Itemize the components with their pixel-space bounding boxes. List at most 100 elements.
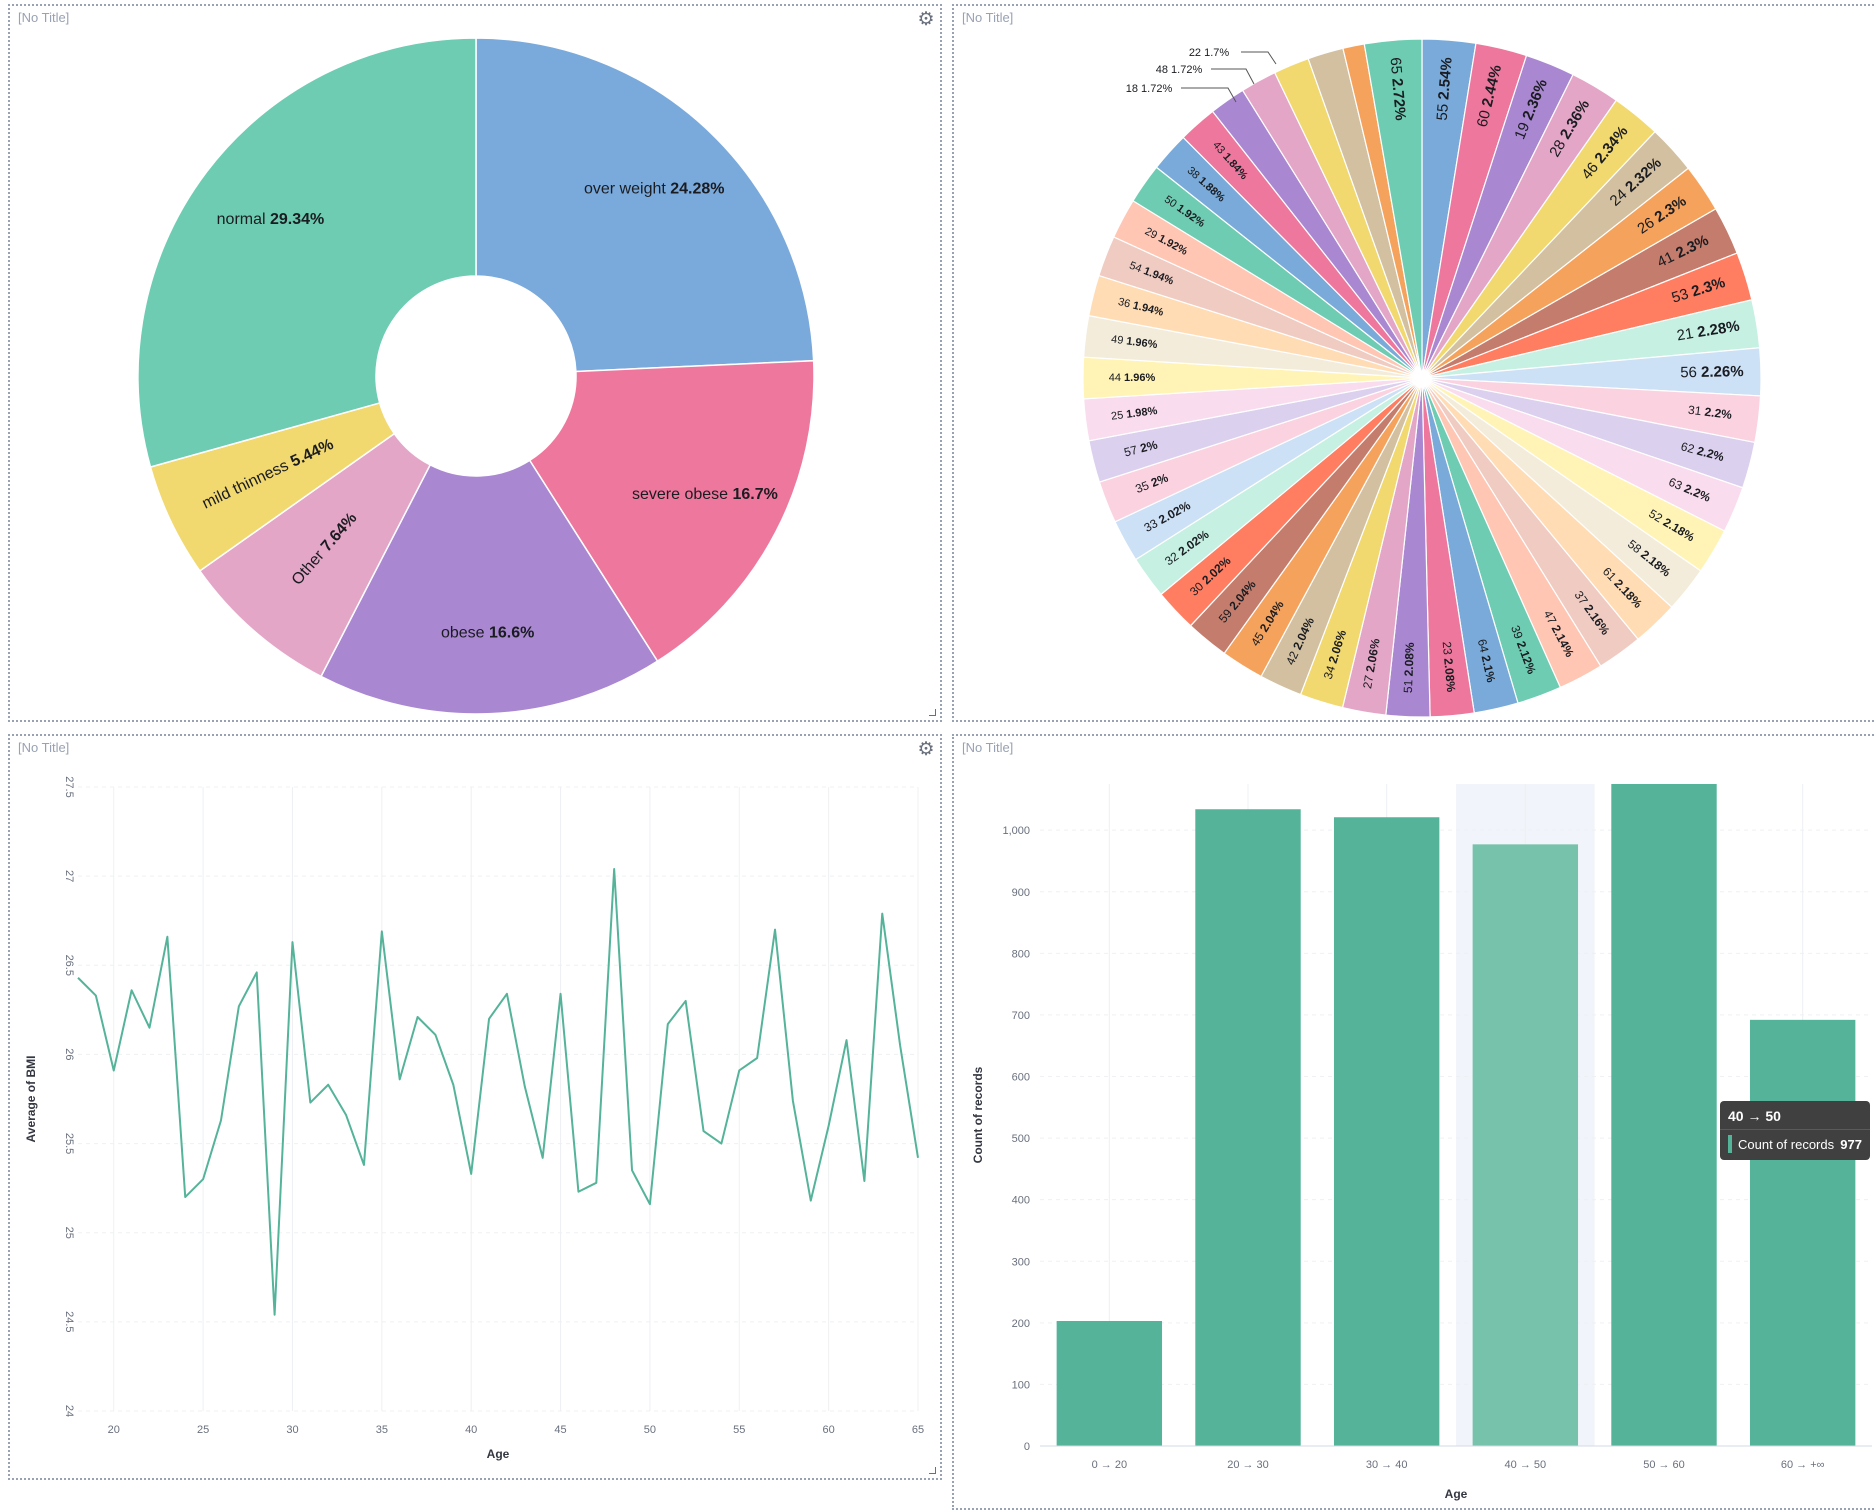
slice-label: 51 2.08% — [1401, 642, 1417, 694]
callout-leader-line — [1241, 51, 1277, 65]
tooltip-title: 40 → 50 — [1720, 1101, 1870, 1130]
pie-slice-over-weight — [475, 37, 815, 373]
age-pie-chart: 55 2.54%60 2.44%19 2.36%28 2.36%46 2.34%… — [1082, 38, 1762, 718]
slice-label-pct: 16.7% — [732, 486, 777, 503]
slice-label-name: 36 — [1117, 296, 1135, 311]
y-tick-label: 25.5 — [63, 1133, 75, 1154]
y-tick-label: 27.5 — [63, 776, 75, 797]
y-tick-label: 900 — [1012, 887, 1030, 899]
slice-label-name: normal — [217, 211, 270, 228]
callout-label-18: 18 1.72% — [1126, 83, 1173, 95]
panel-title: [No Title] — [18, 10, 70, 25]
y-tick-label: 200 — [1012, 1318, 1030, 1330]
slice-label-name: 47 — [1541, 608, 1561, 629]
x-tick-label: 45 — [554, 1424, 566, 1436]
slice-label: 23 2.08% — [1439, 641, 1457, 693]
slice-label: 57 2% — [1123, 438, 1160, 460]
slice-label-pct: 1.98% — [1126, 405, 1159, 421]
y-tick-label: 300 — [1012, 1256, 1030, 1268]
callout-leader-line — [1211, 68, 1255, 85]
slice-label-pct: 1.96% — [1126, 335, 1159, 351]
slice-label-pct: 2.72% — [1388, 77, 1409, 121]
slice-label-pct: 2.54% — [1435, 57, 1455, 101]
y-tick-label: 0 — [1024, 1441, 1030, 1453]
age-count-bar-chart: 0 100 200 300 400 500 600 700 800 900 1,000 0 → 20 2… — [971, 784, 1872, 1501]
slice-label-name: 23 — [1439, 641, 1454, 659]
panel-age-pie: [No Title] 55 2.54% 60 2.44% 19 2.36% 28 2.… — [952, 4, 1874, 722]
resize-handle-icon[interactable] — [929, 1467, 936, 1474]
slice-label: 27 2.06% — [1360, 637, 1383, 690]
slice-label-name: severe obese — [632, 486, 733, 503]
slice-label-pct: 2.2% — [1695, 444, 1725, 465]
y-tick-label: 100 — [1012, 1379, 1030, 1391]
y-tick-label: 25 — [63, 1227, 75, 1239]
y-axis-title: Average of BMI — [24, 1056, 38, 1143]
x-tick-label: 20 — [108, 1424, 120, 1436]
slice-label: 44 1.96% — [1109, 372, 1156, 384]
bar-50→60 — [1611, 784, 1717, 1446]
slice-label-pct: 24.28% — [670, 181, 724, 198]
pie-slice-65 — [1363, 38, 1423, 379]
slice-label: obese 16.6% — [441, 625, 534, 642]
slice-label-pct: 1.96% — [1124, 372, 1155, 384]
slice-label-name: 56 — [1680, 364, 1701, 381]
x-tick-label: 30 — [286, 1424, 298, 1436]
x-tick-label: 25 — [197, 1424, 209, 1436]
y-tick-label: 26.5 — [63, 955, 75, 976]
slice-label-pct: 2.26% — [1701, 363, 1744, 381]
slice-label: 21 2.28% — [1676, 317, 1741, 344]
x-tick-label: 60 — [823, 1424, 835, 1436]
panel-bmi-category-donut: [No Title] ⚙ over weight 24.28% severe ob… — [8, 4, 942, 722]
pie-slice-severe-obese — [528, 359, 815, 663]
slice-label-name: 62 — [1679, 439, 1699, 457]
slice-label-name: 21 — [1676, 324, 1699, 344]
slice-label: severe obese 16.7% — [632, 486, 778, 503]
resize-handle-icon[interactable] — [929, 709, 936, 716]
slice-label: 62 2.2% — [1679, 439, 1725, 464]
x-tick-label: 55 — [733, 1424, 745, 1436]
y-axis-title: Count of records — [971, 1066, 985, 1163]
callout-leader-line — [1181, 87, 1237, 103]
slice-label-pct: 2% — [1139, 438, 1160, 456]
tooltip-swatch — [1728, 1135, 1732, 1153]
slice-label: over weight 24.28% — [584, 181, 725, 198]
x-tick-label: 50 — [644, 1424, 656, 1436]
slice-label-pct: 2.06% — [1363, 637, 1383, 673]
slice-label: 25 1.98% — [1110, 405, 1158, 423]
slice-label-name: 25 — [1110, 409, 1127, 423]
x-tick-label: 0 → 20 — [1092, 1459, 1127, 1471]
slice-label-name: 42 — [1283, 646, 1303, 667]
y-tick-label: 24.5 — [63, 1311, 75, 1332]
slice-label: normal 29.34% — [217, 211, 325, 228]
slice-label: 65 2.72% — [1387, 57, 1409, 122]
gear-icon[interactable]: ⚙ — [917, 9, 935, 30]
x-tick-label: 65 — [912, 1424, 924, 1436]
x-axis-title: Age — [1445, 1487, 1468, 1501]
bar-20→30 — [1195, 809, 1301, 1446]
y-tick-label: 24 — [63, 1405, 75, 1417]
slice-label-name: 49 — [1110, 333, 1127, 347]
slice-label: 31 2.2% — [1687, 403, 1733, 422]
y-tick-label: 400 — [1012, 1195, 1030, 1207]
x-axis-title: Age — [487, 1447, 510, 1461]
gear-icon[interactable]: ⚙ — [917, 739, 935, 760]
pie-slice-obese — [320, 459, 659, 715]
slice-label: 49 1.96% — [1110, 333, 1158, 351]
slice-label-name: 39 — [1508, 624, 1527, 645]
y-tick-label: 1,000 — [1002, 825, 1030, 837]
tooltip-label: Count of records — [1738, 1136, 1835, 1152]
x-tick-label: 20 → 30 — [1227, 1459, 1269, 1471]
slice-label-name: 64 — [1475, 638, 1492, 657]
slice-label-name: 55 — [1434, 99, 1453, 121]
slice-label-pct: 2% — [1149, 471, 1171, 491]
y-tick-label: 26 — [63, 1048, 75, 1060]
slice-label-name: obese — [441, 625, 489, 642]
tooltip-value: 977 — [1840, 1136, 1862, 1152]
bar-0→20 — [1056, 1320, 1163, 1446]
callout-label-22: 22 1.7% — [1189, 47, 1230, 59]
chart-tooltip: 40 → 50 Count of records 977 — [1720, 1101, 1870, 1160]
slice-label-name: 65 — [1387, 57, 1406, 79]
bmi-series-line — [77, 868, 919, 1316]
panel-title: [No Title] — [18, 740, 70, 755]
x-tick-label: 40 → 50 — [1505, 1459, 1547, 1471]
